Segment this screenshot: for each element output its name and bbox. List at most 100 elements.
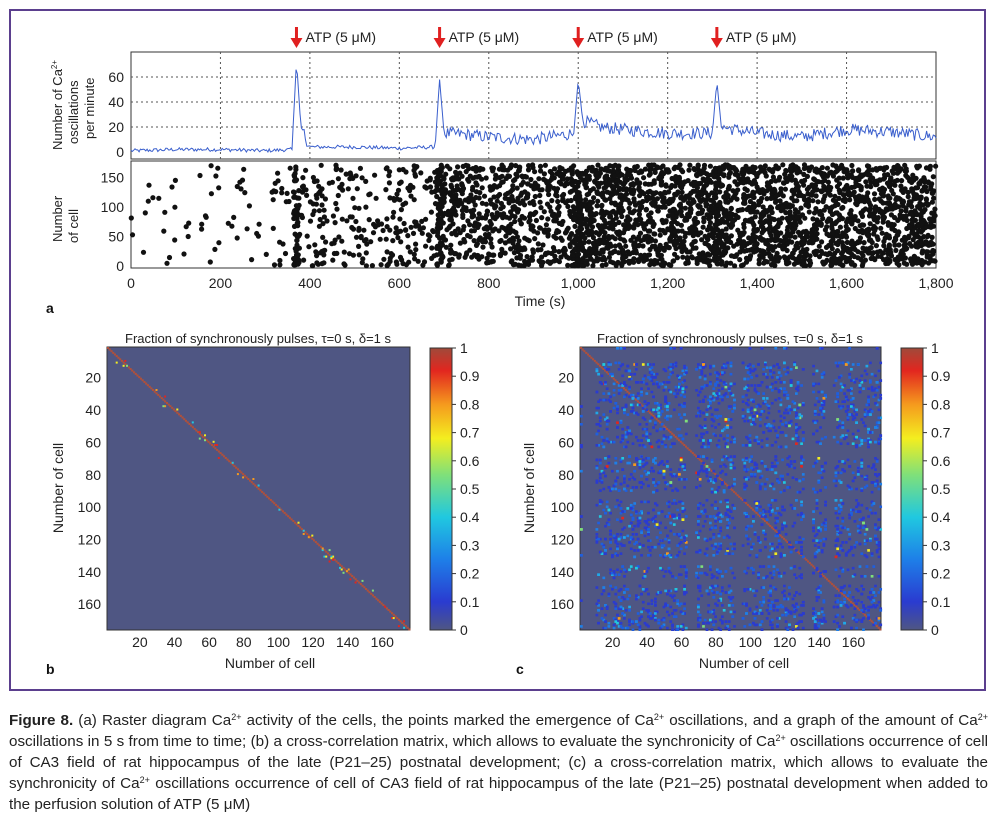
matrix-cell — [236, 473, 239, 476]
raster-dot — [692, 215, 698, 221]
raster-dot — [338, 167, 344, 173]
raster-dot — [902, 162, 908, 168]
raster-dot — [769, 209, 775, 215]
raster-dot — [628, 168, 634, 174]
y-tick-label: 60 — [85, 434, 101, 450]
raster-dot — [238, 186, 244, 192]
raster-dot — [270, 225, 276, 231]
raster-dot — [696, 189, 702, 195]
matrix-cell — [879, 628, 882, 631]
raster-dot — [590, 168, 596, 174]
matrix-cell — [408, 628, 411, 631]
figure-canvas: ATP (5 μM) ATP (5 μM) ATP (5 μM) ATP (5 μM)… — [46, 27, 954, 677]
raster-dot — [300, 175, 306, 181]
raster-dot — [770, 174, 777, 180]
raster-dot — [660, 261, 666, 267]
raster-dot — [849, 260, 855, 266]
raster-dot — [806, 168, 812, 174]
raster-dot — [572, 237, 578, 243]
raster-dot — [321, 214, 327, 220]
raster-dot — [372, 224, 378, 230]
raster-dot — [767, 253, 773, 259]
raster-dot — [707, 163, 714, 169]
raster-dot — [334, 250, 340, 256]
raster-dot — [484, 208, 491, 215]
raster-dot — [896, 242, 902, 248]
raster-dot — [453, 212, 459, 218]
raster-dot — [645, 239, 651, 245]
raster-dot — [915, 244, 921, 250]
raster-dot — [375, 218, 381, 224]
raster-dot — [471, 238, 477, 244]
raster-dot — [596, 256, 603, 262]
raster-dot — [662, 230, 668, 236]
raster-dot — [363, 178, 369, 184]
raster-dot — [896, 262, 902, 268]
raster-dot — [567, 212, 573, 218]
raster-dot — [829, 246, 835, 252]
raster-dot — [668, 235, 674, 241]
x-tick-label: 600 — [388, 275, 412, 291]
raster-dot — [500, 215, 506, 221]
raster-dot — [156, 195, 162, 201]
raster-dot — [556, 249, 562, 255]
raster-dot — [762, 250, 768, 257]
raster-dot — [246, 203, 252, 209]
raster-dot — [316, 223, 322, 229]
raster-dot — [447, 257, 453, 263]
raster-dot — [586, 165, 592, 171]
raster-dot — [466, 178, 472, 184]
raster-dot — [603, 197, 609, 203]
raster-dot — [286, 198, 292, 205]
raster-dot — [335, 176, 341, 182]
raster-dot — [294, 220, 300, 226]
raster-dot — [855, 249, 861, 255]
raster-dot — [647, 167, 653, 173]
raster-dot — [594, 189, 600, 195]
raster-dot — [900, 251, 906, 257]
raster-dot — [142, 210, 148, 216]
raster-dot — [865, 198, 871, 204]
raster-dot — [439, 253, 445, 259]
raster-dot — [819, 250, 826, 256]
raster-dot — [631, 256, 637, 262]
raster-dot — [609, 223, 616, 229]
time-x-ticks: 0 200 400 600 800 1,000 1,200 1,400 1,600 1,800 — [127, 275, 954, 291]
raster-dot — [469, 187, 476, 193]
raster-dot — [724, 260, 730, 266]
matrix-cell — [311, 534, 314, 537]
raster-dot — [442, 181, 448, 187]
raster-dot — [804, 173, 811, 179]
raster-dot — [782, 234, 788, 240]
raster-dot — [867, 176, 873, 182]
atp-label: ATP (5 μM) — [305, 29, 376, 45]
raster-dot — [431, 253, 437, 259]
raster-dot — [454, 183, 460, 189]
raster-dot — [541, 171, 548, 177]
raster-dot — [316, 183, 322, 189]
matrix-cell — [361, 579, 364, 582]
raster-dot — [724, 219, 730, 225]
raster-dot — [417, 226, 423, 232]
y-tick-label: 100 — [101, 199, 125, 215]
raster-dot — [886, 242, 893, 248]
raster-dot — [306, 244, 312, 250]
raster-dot — [554, 193, 560, 199]
raster-dot — [731, 253, 737, 259]
raster-dot — [129, 232, 136, 238]
raster-dot — [334, 206, 340, 212]
raster-dot — [927, 253, 933, 259]
matrix-cell — [392, 617, 395, 620]
raster-dot — [694, 258, 700, 264]
raster-dot — [725, 186, 732, 192]
raster-dot — [719, 182, 725, 188]
raster-dot — [297, 231, 303, 237]
raster-dot — [678, 194, 685, 200]
raster-dot — [493, 172, 499, 178]
raster-dot — [566, 255, 572, 261]
raster-dot — [541, 176, 547, 182]
raster-dot — [509, 193, 515, 200]
raster-dot — [880, 216, 887, 222]
raster-dot — [490, 252, 496, 258]
raster-dot — [844, 172, 851, 178]
